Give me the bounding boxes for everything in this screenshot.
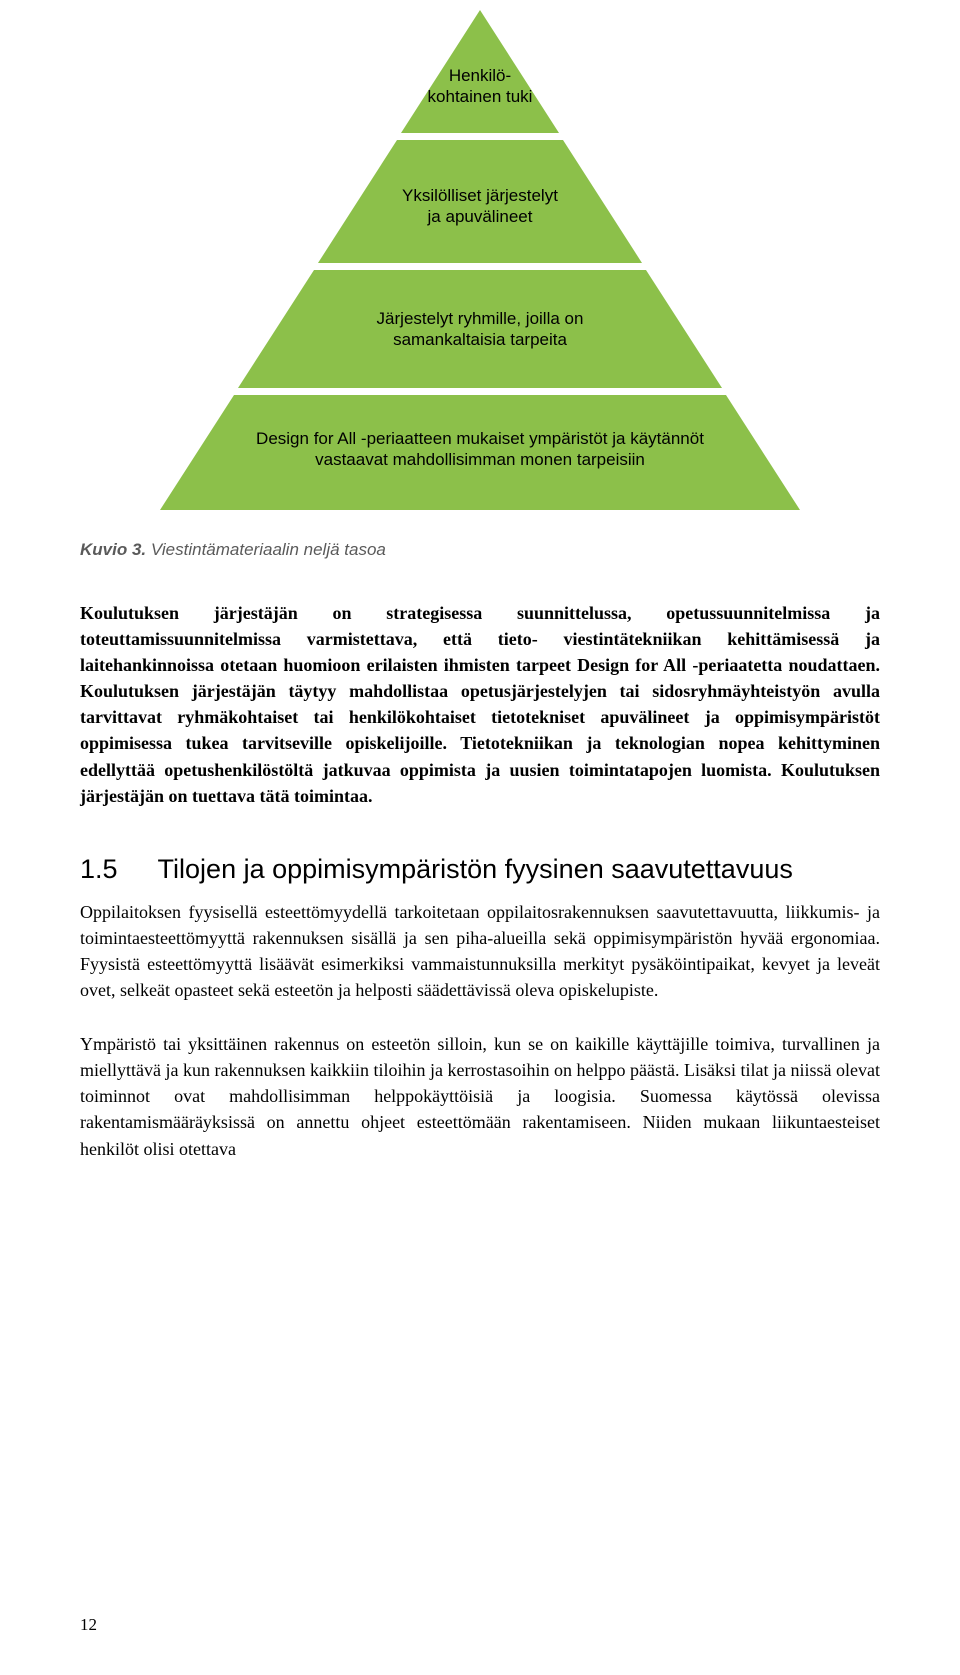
body-paragraph-1: Oppilaitoksen fyysisellä esteettömyydell…: [80, 899, 880, 1003]
section-number: 1.5: [80, 854, 118, 885]
figure-caption-text: Viestintämateriaalin neljä tasoa: [151, 540, 386, 559]
pyramid-tier-3-label: Järjestelyt ryhmille, joilla onsamankalt…: [192, 308, 768, 351]
bold-paragraph: Koulutuksen järjestäjän on strategisessa…: [80, 600, 880, 809]
pyramid-tier-2-label: Yksilölliset järjestelytja apuvälineet: [192, 185, 768, 228]
figure-caption-label: Kuvio 3.: [80, 540, 146, 559]
body-paragraph-2: Ympäristö tai yksittäinen rakennus on es…: [80, 1031, 880, 1161]
section-heading: 1.5 Tilojen ja oppimisympäristön fyysinen…: [80, 854, 880, 885]
pyramid-infographic: Henkilö-kohtainen tuki Yksilölliset järj…: [160, 10, 800, 510]
pyramid-tier-4-label: Design for All -periaatteen mukaiset ymp…: [192, 428, 768, 471]
section-title: Tilojen ja oppimisympäristön fyysinen sa…: [158, 854, 793, 884]
pyramid-tier-1-label: Henkilö-kohtainen tuki: [192, 65, 768, 108]
page-number: 12: [80, 1615, 97, 1635]
figure-caption: Kuvio 3. Viestintämateriaalin neljä taso…: [80, 540, 880, 560]
